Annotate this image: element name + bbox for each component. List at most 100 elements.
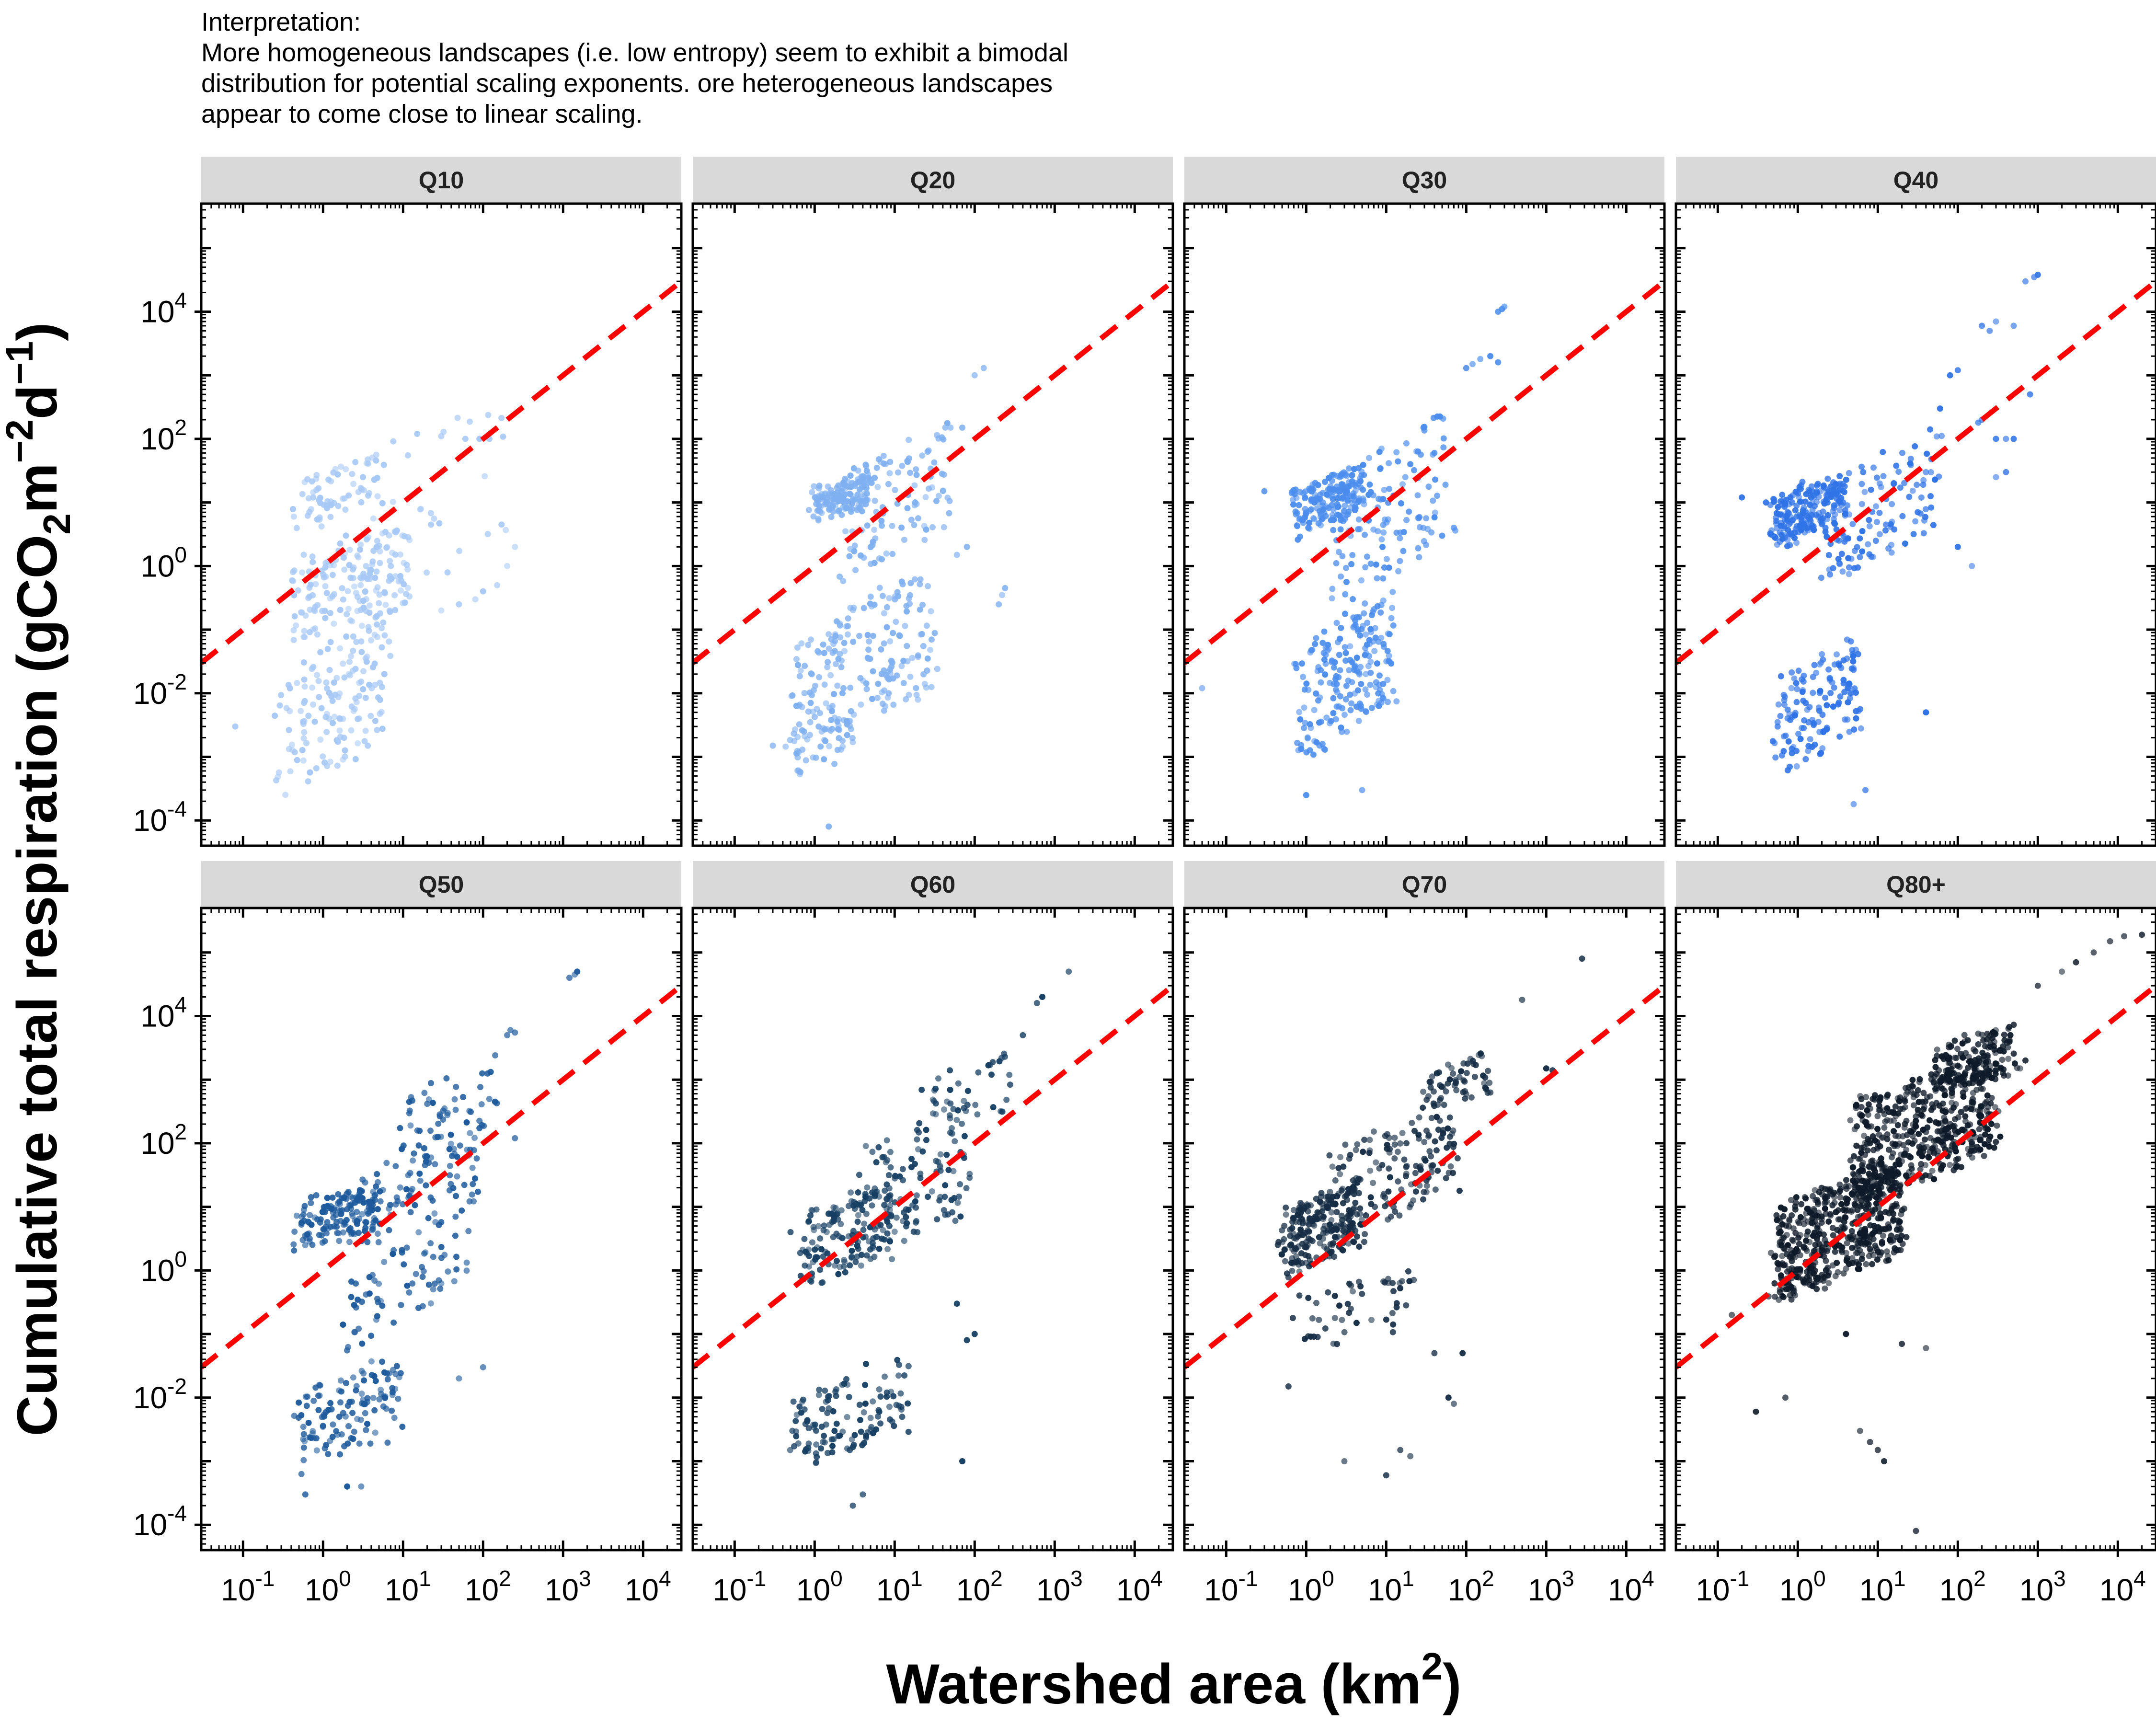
data-point [1993,436,1999,442]
data-point [808,636,814,643]
data-point [409,1097,415,1104]
data-point [904,643,910,649]
data-point [857,552,864,559]
data-point [1355,1190,1362,1196]
data-point [1809,506,1816,513]
data-point [435,1120,442,1127]
data-point [421,1090,428,1096]
data-point [463,1259,470,1266]
data-point [1337,526,1344,533]
data-point [928,636,935,643]
data-point [440,1107,447,1114]
data-point [1835,537,1842,544]
data-point [417,506,424,513]
data-point [823,1229,830,1235]
data-point [1804,706,1811,713]
data-point [953,552,960,558]
data-point [1795,731,1802,737]
data-point [359,1211,366,1218]
data-point [1381,516,1388,523]
data-point [314,516,321,523]
data-point [845,483,852,490]
data-point [313,472,320,478]
data-point [1329,586,1336,592]
data-point [873,464,880,471]
data-point [1869,553,1876,560]
data-point [466,1107,473,1114]
data-point [392,552,399,558]
data-point [301,729,308,736]
data-point [1849,521,1856,528]
data-point [980,365,987,371]
data-point [1819,651,1825,657]
data-point [1342,591,1349,598]
data-point [383,1405,390,1412]
data-point [462,436,469,442]
data-point [376,1396,383,1403]
data-point [916,1129,922,1136]
data-point [300,721,307,727]
data-point [1346,1224,1353,1230]
data-point [1883,521,1889,528]
data-point [844,732,850,738]
data-point [920,643,927,649]
data-point [376,591,383,598]
data-point [340,554,347,561]
data-point [1800,521,1807,528]
data-point [1275,1239,1282,1245]
data-point [1346,465,1352,472]
data-point [887,1238,893,1245]
data-point [399,1424,406,1430]
data-point [1321,747,1328,753]
data-point [931,459,938,466]
data-point [824,664,831,670]
data-point [1829,491,1836,497]
data-point [903,603,910,610]
data-point [1199,685,1205,691]
data-point [1335,495,1342,501]
x-tick-label: 10-1 [221,1566,275,1607]
data-point [348,653,354,659]
data-point [1380,529,1387,536]
data-point [340,596,346,603]
data-point [379,725,386,732]
data-point [831,1427,838,1434]
data-point [842,528,849,535]
data-point [883,604,890,610]
data-point [847,684,854,691]
data-point [373,457,379,464]
data-point [923,1127,929,1133]
data-point [409,1280,416,1287]
data-point [294,757,300,763]
data-point [996,601,1002,608]
data-point [844,1445,850,1452]
data-point [923,1137,929,1143]
data-point [1393,449,1400,456]
data-point [323,679,330,686]
data-point [287,768,294,775]
data-point [1002,585,1009,591]
data-point [1805,748,1812,754]
data-point [301,1438,308,1444]
facet-q30: Q30 [1183,157,1666,847]
data-point [295,587,301,594]
data-point [438,607,445,614]
data-point [840,685,847,691]
data-point [857,1200,863,1207]
data-point [832,631,838,638]
data-point [797,1250,803,1256]
data-point [472,596,479,603]
x-tick-label: 10-1 [712,1566,766,1607]
data-point [313,765,320,771]
data-point [1284,1270,1290,1277]
data-point [907,673,914,680]
data-point [837,651,843,657]
data-point [375,1206,381,1212]
data-point [296,1399,302,1406]
data-point [444,569,451,576]
data-point [859,484,866,491]
data-point [1806,490,1813,496]
data-point [835,656,842,662]
data-point [862,1381,869,1388]
data-point [325,1451,332,1457]
